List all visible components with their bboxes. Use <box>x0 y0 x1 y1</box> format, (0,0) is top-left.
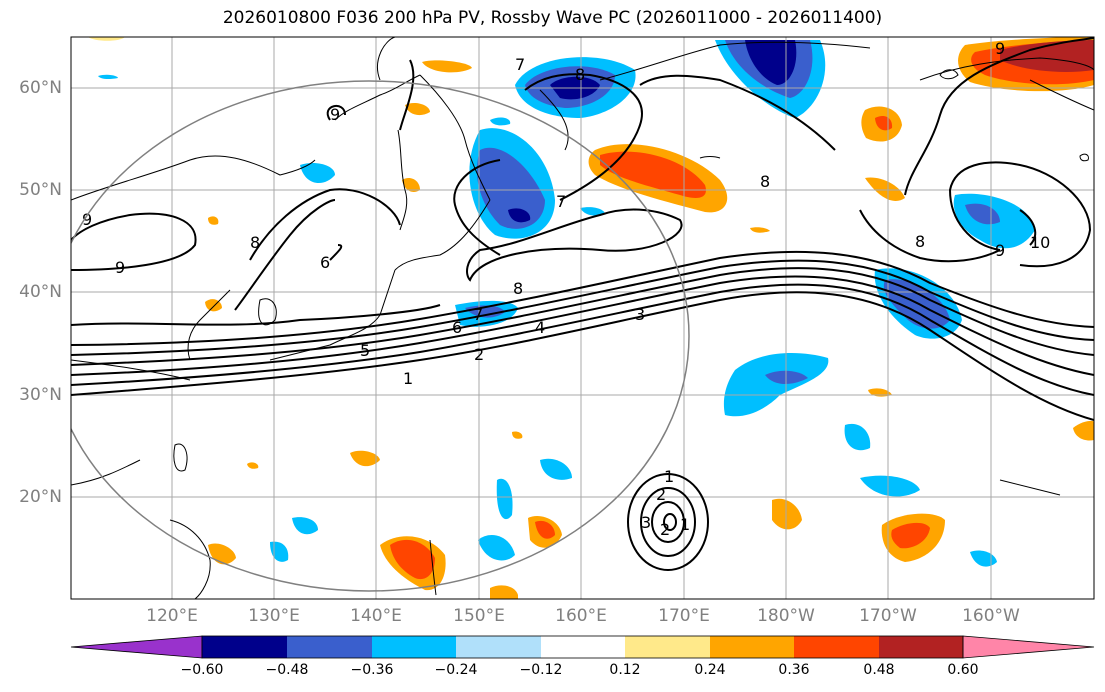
lat-label-50n: 50°N <box>19 180 62 200</box>
colorbar-bin <box>625 636 710 658</box>
colorbar-bin <box>372 636 456 658</box>
colorbar-tick: −0.36 <box>350 662 394 678</box>
svg-text:8: 8 <box>513 279 523 298</box>
lat-label-30n: 30°N <box>19 385 62 405</box>
lon-label-120e: 120°E <box>146 606 198 626</box>
svg-text:4: 4 <box>535 318 545 337</box>
lon-label-180w: 180°W <box>757 606 815 626</box>
colorbar-extend-low <box>70 635 203 659</box>
lon-label-130e: 130°E <box>248 606 300 626</box>
svg-text:7: 7 <box>473 305 483 324</box>
lon-label-170e: 170°E <box>658 606 710 626</box>
colorbar-bin <box>287 636 372 658</box>
lon-label-160w: 160°W <box>962 606 1020 626</box>
colorbar <box>70 635 1095 659</box>
svg-text:9: 9 <box>115 258 125 277</box>
svg-text:9: 9 <box>995 241 1005 260</box>
svg-text:1: 1 <box>664 467 674 486</box>
lat-label-60n: 60°N <box>19 78 62 98</box>
svg-text:8: 8 <box>760 172 770 191</box>
colorbar-tick: 0.24 <box>694 662 726 678</box>
svg-text:8: 8 <box>915 232 925 251</box>
svg-text:7: 7 <box>556 192 566 211</box>
colorbar-tick: −0.60 <box>180 662 224 678</box>
colorbar-bin <box>456 636 541 658</box>
svg-text:6: 6 <box>452 318 462 337</box>
colorbar-tick: 0.36 <box>778 662 810 678</box>
lat-label-20n: 20°N <box>19 487 62 507</box>
svg-text:9: 9 <box>330 105 340 124</box>
lon-label-150e: 150°E <box>453 606 505 626</box>
svg-text:3: 3 <box>641 513 651 532</box>
svg-text:9: 9 <box>82 210 92 229</box>
svg-text:2: 2 <box>656 485 666 504</box>
pv-contours <box>71 37 1094 571</box>
colorbar-tick: 0.12 <box>609 662 641 678</box>
positive-anomaly-shading <box>88 37 1094 599</box>
colorbar-tick: −0.12 <box>519 662 563 678</box>
lon-label-170w: 170°W <box>859 606 917 626</box>
svg-text:8: 8 <box>250 233 260 252</box>
lon-label-160e: 160°E <box>555 606 607 626</box>
colorbar-tick: −0.24 <box>434 662 478 678</box>
svg-text:7: 7 <box>515 55 525 74</box>
lat-label-40n: 40°N <box>19 282 62 302</box>
svg-text:2: 2 <box>474 345 484 364</box>
svg-text:1: 1 <box>403 369 413 388</box>
svg-text:1: 1 <box>680 515 690 534</box>
colorbar-bin <box>710 636 794 658</box>
map-title: 2026010800 F036 200 hPa PV, Rossby Wave … <box>222 8 883 28</box>
colorbar-extend-high <box>962 635 1095 659</box>
colorbar-bin <box>794 636 879 658</box>
svg-text:2: 2 <box>660 520 670 539</box>
coastlines <box>71 37 1094 599</box>
colorbar-tick: 0.60 <box>947 662 979 678</box>
svg-text:5: 5 <box>360 341 370 360</box>
svg-text:10: 10 <box>1030 233 1050 252</box>
colorbar-bin <box>879 636 963 658</box>
svg-text:6: 6 <box>320 253 330 272</box>
colorbar-tick: 0.48 <box>863 662 895 678</box>
colorbar-bin <box>202 636 287 658</box>
svg-text:9: 9 <box>995 39 1005 58</box>
graticule <box>71 37 1094 599</box>
svg-text:8: 8 <box>575 65 585 84</box>
contour-labels: 9 9 9 8 8 8 9 6 7 7 8 8 9 10 7 6 5 4 3 2… <box>82 39 1050 539</box>
svg-text:3: 3 <box>635 305 645 324</box>
reference-circle <box>71 80 690 592</box>
colorbar-tick: −0.48 <box>265 662 309 678</box>
lon-label-140e: 140°E <box>350 606 402 626</box>
colorbar-bin <box>541 636 625 658</box>
map-frame <box>70 36 1095 600</box>
